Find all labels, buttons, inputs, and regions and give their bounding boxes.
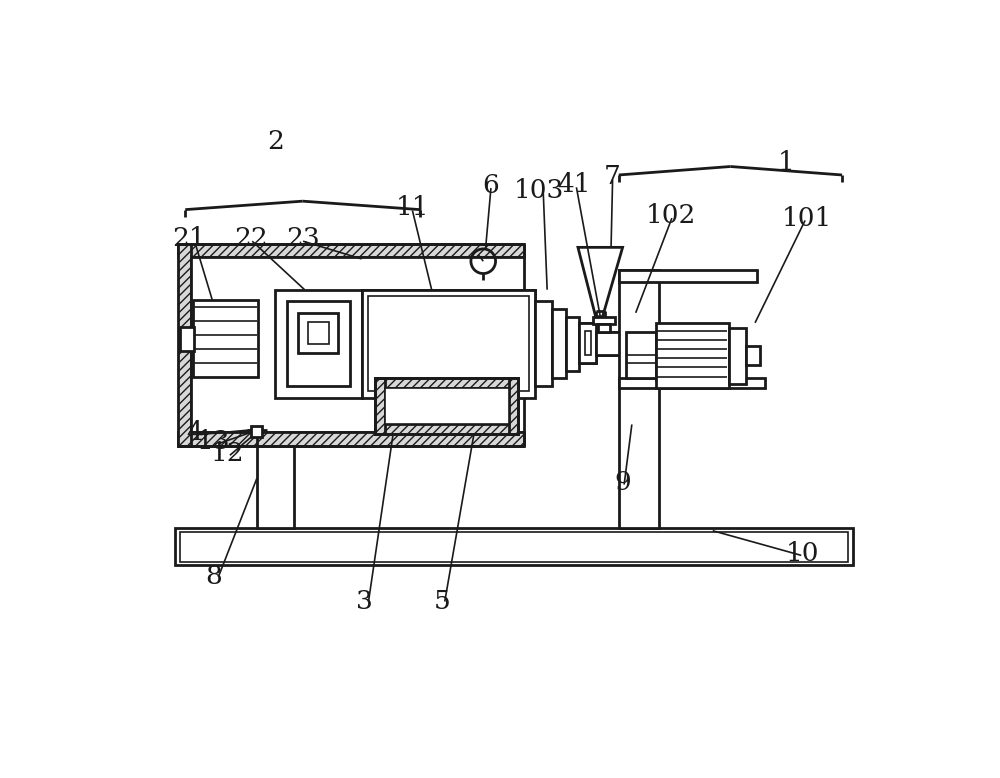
Bar	[596, 348, 620, 356]
Text: 11: 11	[396, 194, 429, 220]
Bar	[257, 440, 294, 528]
Bar	[362, 348, 535, 386]
Bar	[552, 309, 566, 378]
Text: 101: 101	[782, 205, 832, 230]
Text: 6: 6	[483, 173, 499, 198]
Bar	[598, 324, 610, 332]
Bar	[535, 301, 552, 386]
Bar	[656, 323, 729, 388]
Bar	[579, 348, 596, 363]
Text: 1: 1	[777, 150, 794, 175]
Bar	[368, 296, 529, 391]
Text: 41: 41	[557, 172, 591, 197]
Bar	[178, 432, 524, 446]
Bar	[175, 528, 853, 566]
Bar	[596, 332, 620, 356]
Bar	[180, 327, 194, 352]
Bar	[566, 317, 579, 370]
Text: 103: 103	[513, 178, 564, 203]
Bar	[579, 323, 596, 363]
Bar	[620, 425, 657, 528]
Bar	[275, 289, 362, 398]
Text: 13: 13	[197, 429, 231, 454]
Bar	[385, 387, 509, 425]
Bar	[375, 378, 518, 387]
Text: 8: 8	[205, 564, 222, 590]
Bar	[626, 332, 656, 378]
Bar	[375, 378, 518, 433]
Text: 21: 21	[172, 226, 206, 251]
Bar	[509, 378, 518, 433]
Bar	[585, 331, 591, 356]
Text: 22: 22	[234, 226, 268, 251]
Bar	[375, 378, 385, 433]
Bar	[375, 425, 518, 433]
Text: 3: 3	[356, 589, 373, 614]
Bar	[362, 289, 535, 328]
Text: 7: 7	[604, 164, 621, 189]
Bar	[298, 313, 338, 353]
Text: 9: 9	[614, 470, 631, 495]
Bar	[729, 328, 746, 384]
Bar	[178, 244, 524, 258]
Text: 12: 12	[211, 441, 244, 466]
Text: 5: 5	[433, 589, 450, 614]
Bar	[287, 301, 350, 386]
Text: 102: 102	[646, 202, 696, 227]
Bar	[193, 300, 258, 377]
Text: 4: 4	[186, 419, 203, 445]
Bar	[596, 332, 620, 340]
Text: 2: 2	[268, 129, 285, 154]
Bar	[251, 426, 262, 436]
Bar	[180, 532, 848, 562]
Bar	[178, 244, 191, 446]
Bar	[619, 271, 659, 528]
Bar	[579, 323, 596, 338]
Bar	[619, 378, 765, 387]
Text: 10: 10	[785, 541, 819, 566]
Bar	[362, 289, 535, 398]
Text: 23: 23	[286, 226, 320, 251]
Bar	[619, 271, 757, 282]
Bar	[308, 322, 329, 344]
Bar	[593, 317, 615, 324]
Bar	[746, 346, 760, 365]
